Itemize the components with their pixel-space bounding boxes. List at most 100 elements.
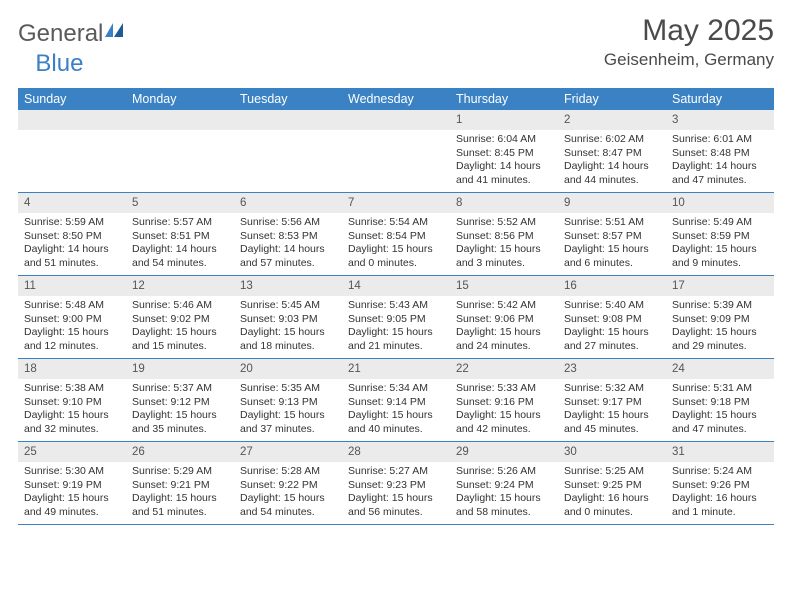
sunrise-text: Sunrise: 5:42 AM <box>456 299 552 313</box>
sunset-text: Sunset: 9:05 PM <box>348 313 444 327</box>
daylight-text: Daylight: 14 hours and 51 minutes. <box>24 243 120 270</box>
logo: General <box>18 14 123 48</box>
day-content: Sunrise: 5:27 AMSunset: 9:23 PMDaylight:… <box>342 462 450 524</box>
day-cell: 31Sunrise: 5:24 AMSunset: 9:26 PMDayligh… <box>666 442 774 524</box>
weekday-thursday: Thursday <box>450 88 558 110</box>
day-cell: 10Sunrise: 5:49 AMSunset: 8:59 PMDayligh… <box>666 193 774 275</box>
sunrise-text: Sunrise: 5:38 AM <box>24 382 120 396</box>
sunset-text: Sunset: 8:56 PM <box>456 230 552 244</box>
day-content: Sunrise: 5:40 AMSunset: 9:08 PMDaylight:… <box>558 296 666 358</box>
sunset-text: Sunset: 8:53 PM <box>240 230 336 244</box>
day-cell <box>18 110 126 192</box>
day-cell <box>342 110 450 192</box>
daylight-text: Daylight: 15 hours and 56 minutes. <box>348 492 444 519</box>
day-number: 29 <box>450 442 558 462</box>
day-content: Sunrise: 5:52 AMSunset: 8:56 PMDaylight:… <box>450 213 558 275</box>
week-row: 4Sunrise: 5:59 AMSunset: 8:50 PMDaylight… <box>18 193 774 276</box>
day-number: 12 <box>126 276 234 296</box>
month-title: May 2025 <box>604 14 774 48</box>
day-number: 3 <box>666 110 774 130</box>
sunset-text: Sunset: 9:24 PM <box>456 479 552 493</box>
day-number: 31 <box>666 442 774 462</box>
day-number: 5 <box>126 193 234 213</box>
day-cell: 13Sunrise: 5:45 AMSunset: 9:03 PMDayligh… <box>234 276 342 358</box>
sunrise-text: Sunrise: 5:30 AM <box>24 465 120 479</box>
daylight-text: Daylight: 14 hours and 47 minutes. <box>672 160 768 187</box>
logo-text-blue: Blue <box>35 50 83 78</box>
day-cell: 12Sunrise: 5:46 AMSunset: 9:02 PMDayligh… <box>126 276 234 358</box>
day-content: Sunrise: 5:51 AMSunset: 8:57 PMDaylight:… <box>558 213 666 275</box>
day-number <box>18 110 126 130</box>
sunset-text: Sunset: 9:16 PM <box>456 396 552 410</box>
day-cell: 20Sunrise: 5:35 AMSunset: 9:13 PMDayligh… <box>234 359 342 441</box>
daylight-text: Daylight: 15 hours and 58 minutes. <box>456 492 552 519</box>
day-number: 24 <box>666 359 774 379</box>
day-number: 14 <box>342 276 450 296</box>
sunrise-text: Sunrise: 5:48 AM <box>24 299 120 313</box>
day-number: 22 <box>450 359 558 379</box>
daylight-text: Daylight: 15 hours and 21 minutes. <box>348 326 444 353</box>
sunset-text: Sunset: 9:23 PM <box>348 479 444 493</box>
day-number: 6 <box>234 193 342 213</box>
daylight-text: Daylight: 16 hours and 1 minute. <box>672 492 768 519</box>
day-cell: 1Sunrise: 6:04 AMSunset: 8:45 PMDaylight… <box>450 110 558 192</box>
day-cell: 8Sunrise: 5:52 AMSunset: 8:56 PMDaylight… <box>450 193 558 275</box>
day-number: 1 <box>450 110 558 130</box>
sunset-text: Sunset: 9:26 PM <box>672 479 768 493</box>
day-number: 20 <box>234 359 342 379</box>
day-number: 25 <box>18 442 126 462</box>
week-row: 11Sunrise: 5:48 AMSunset: 9:00 PMDayligh… <box>18 276 774 359</box>
day-cell: 27Sunrise: 5:28 AMSunset: 9:22 PMDayligh… <box>234 442 342 524</box>
day-content: Sunrise: 5:49 AMSunset: 8:59 PMDaylight:… <box>666 213 774 275</box>
sunset-text: Sunset: 9:22 PM <box>240 479 336 493</box>
day-content: Sunrise: 5:48 AMSunset: 9:00 PMDaylight:… <box>18 296 126 358</box>
daylight-text: Daylight: 15 hours and 18 minutes. <box>240 326 336 353</box>
day-cell: 29Sunrise: 5:26 AMSunset: 9:24 PMDayligh… <box>450 442 558 524</box>
sunrise-text: Sunrise: 5:25 AM <box>564 465 660 479</box>
day-cell: 17Sunrise: 5:39 AMSunset: 9:09 PMDayligh… <box>666 276 774 358</box>
location: Geisenheim, Germany <box>604 50 774 70</box>
day-content: Sunrise: 5:30 AMSunset: 9:19 PMDaylight:… <box>18 462 126 524</box>
day-content: Sunrise: 5:56 AMSunset: 8:53 PMDaylight:… <box>234 213 342 275</box>
day-number: 16 <box>558 276 666 296</box>
daylight-text: Daylight: 15 hours and 49 minutes. <box>24 492 120 519</box>
day-content: Sunrise: 5:45 AMSunset: 9:03 PMDaylight:… <box>234 296 342 358</box>
weekday-friday: Friday <box>558 88 666 110</box>
sunrise-text: Sunrise: 5:52 AM <box>456 216 552 230</box>
day-number: 18 <box>18 359 126 379</box>
sunset-text: Sunset: 9:10 PM <box>24 396 120 410</box>
daylight-text: Daylight: 15 hours and 6 minutes. <box>564 243 660 270</box>
day-cell: 21Sunrise: 5:34 AMSunset: 9:14 PMDayligh… <box>342 359 450 441</box>
daylight-text: Daylight: 14 hours and 44 minutes. <box>564 160 660 187</box>
day-content: Sunrise: 5:26 AMSunset: 9:24 PMDaylight:… <box>450 462 558 524</box>
day-cell: 19Sunrise: 5:37 AMSunset: 9:12 PMDayligh… <box>126 359 234 441</box>
sunset-text: Sunset: 8:51 PM <box>132 230 228 244</box>
sunrise-text: Sunrise: 5:46 AM <box>132 299 228 313</box>
day-number: 15 <box>450 276 558 296</box>
day-content: Sunrise: 6:04 AMSunset: 8:45 PMDaylight:… <box>450 130 558 192</box>
daylight-text: Daylight: 15 hours and 51 minutes. <box>132 492 228 519</box>
sunset-text: Sunset: 9:12 PM <box>132 396 228 410</box>
sunrise-text: Sunrise: 5:57 AM <box>132 216 228 230</box>
sunset-text: Sunset: 9:17 PM <box>564 396 660 410</box>
day-content: Sunrise: 6:02 AMSunset: 8:47 PMDaylight:… <box>558 130 666 192</box>
day-cell <box>126 110 234 192</box>
daylight-text: Daylight: 16 hours and 0 minutes. <box>564 492 660 519</box>
day-content: Sunrise: 5:43 AMSunset: 9:05 PMDaylight:… <box>342 296 450 358</box>
daylight-text: Daylight: 15 hours and 29 minutes. <box>672 326 768 353</box>
sunset-text: Sunset: 9:18 PM <box>672 396 768 410</box>
sunset-text: Sunset: 9:06 PM <box>456 313 552 327</box>
sunset-text: Sunset: 8:59 PM <box>672 230 768 244</box>
sunset-text: Sunset: 8:48 PM <box>672 147 768 161</box>
day-content: Sunrise: 6:01 AMSunset: 8:48 PMDaylight:… <box>666 130 774 192</box>
day-cell: 15Sunrise: 5:42 AMSunset: 9:06 PMDayligh… <box>450 276 558 358</box>
sunset-text: Sunset: 9:03 PM <box>240 313 336 327</box>
sunset-text: Sunset: 9:13 PM <box>240 396 336 410</box>
day-number: 4 <box>18 193 126 213</box>
weekday-saturday: Saturday <box>666 88 774 110</box>
day-content: Sunrise: 5:38 AMSunset: 9:10 PMDaylight:… <box>18 379 126 441</box>
daylight-text: Daylight: 14 hours and 57 minutes. <box>240 243 336 270</box>
sunset-text: Sunset: 8:54 PM <box>348 230 444 244</box>
sunrise-text: Sunrise: 5:31 AM <box>672 382 768 396</box>
daylight-text: Daylight: 15 hours and 32 minutes. <box>24 409 120 436</box>
